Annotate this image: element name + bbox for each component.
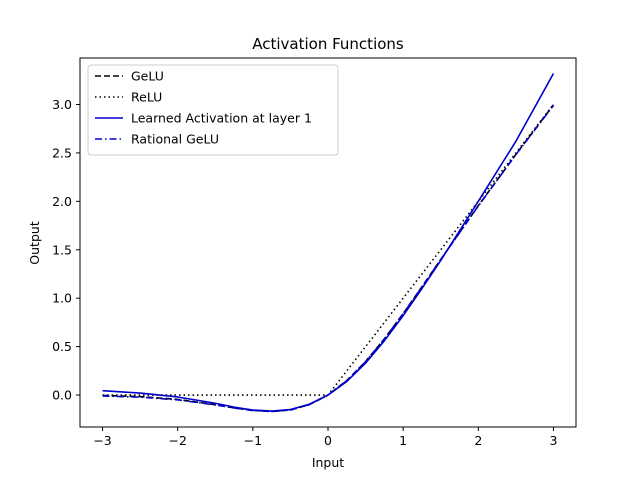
y-tick-label: 2.5: [52, 145, 72, 160]
x-tick-label: −3: [93, 433, 111, 448]
legend-label: GeLU: [131, 69, 164, 84]
x-tick-label: 0: [324, 433, 332, 448]
y-tick-label: 0.0: [52, 388, 72, 403]
axis-ticks: −3 −2 −1 0 1 2 3 0.0 0.5 1.0 1.5 2.0 2.5 3.0: [52, 97, 557, 448]
y-tick-label: 3.0: [52, 97, 72, 112]
x-tick-label: 3: [549, 433, 557, 448]
series-line-3: [102, 104, 555, 413]
chart-title: Activation Functions: [252, 35, 404, 53]
plot-frame: [79, 57, 577, 428]
legend-label: Learned Activation at layer 1: [131, 111, 312, 126]
plot-lines: [102, 73, 555, 413]
x-axis-label: Input: [312, 455, 344, 470]
legend-box: [87, 64, 339, 156]
legend-label: Rational GeLU: [131, 132, 219, 147]
legend: GeLU ReLU Learned Activation at layer 1 Rat…: [87, 64, 339, 156]
x-tick-label: −2: [168, 433, 186, 448]
y-tick-label: 1.0: [52, 291, 72, 306]
y-tick-label: 2.0: [52, 194, 72, 209]
legend-label: ReLU: [131, 90, 162, 105]
x-tick-label: 2: [474, 433, 482, 448]
y-tick-label: 0.5: [52, 339, 72, 354]
x-tick-label: −1: [244, 433, 262, 448]
x-tick-label: 1: [399, 433, 407, 448]
y-tick-label: 1.5: [52, 242, 72, 257]
y-axis-label: Output: [27, 221, 42, 265]
